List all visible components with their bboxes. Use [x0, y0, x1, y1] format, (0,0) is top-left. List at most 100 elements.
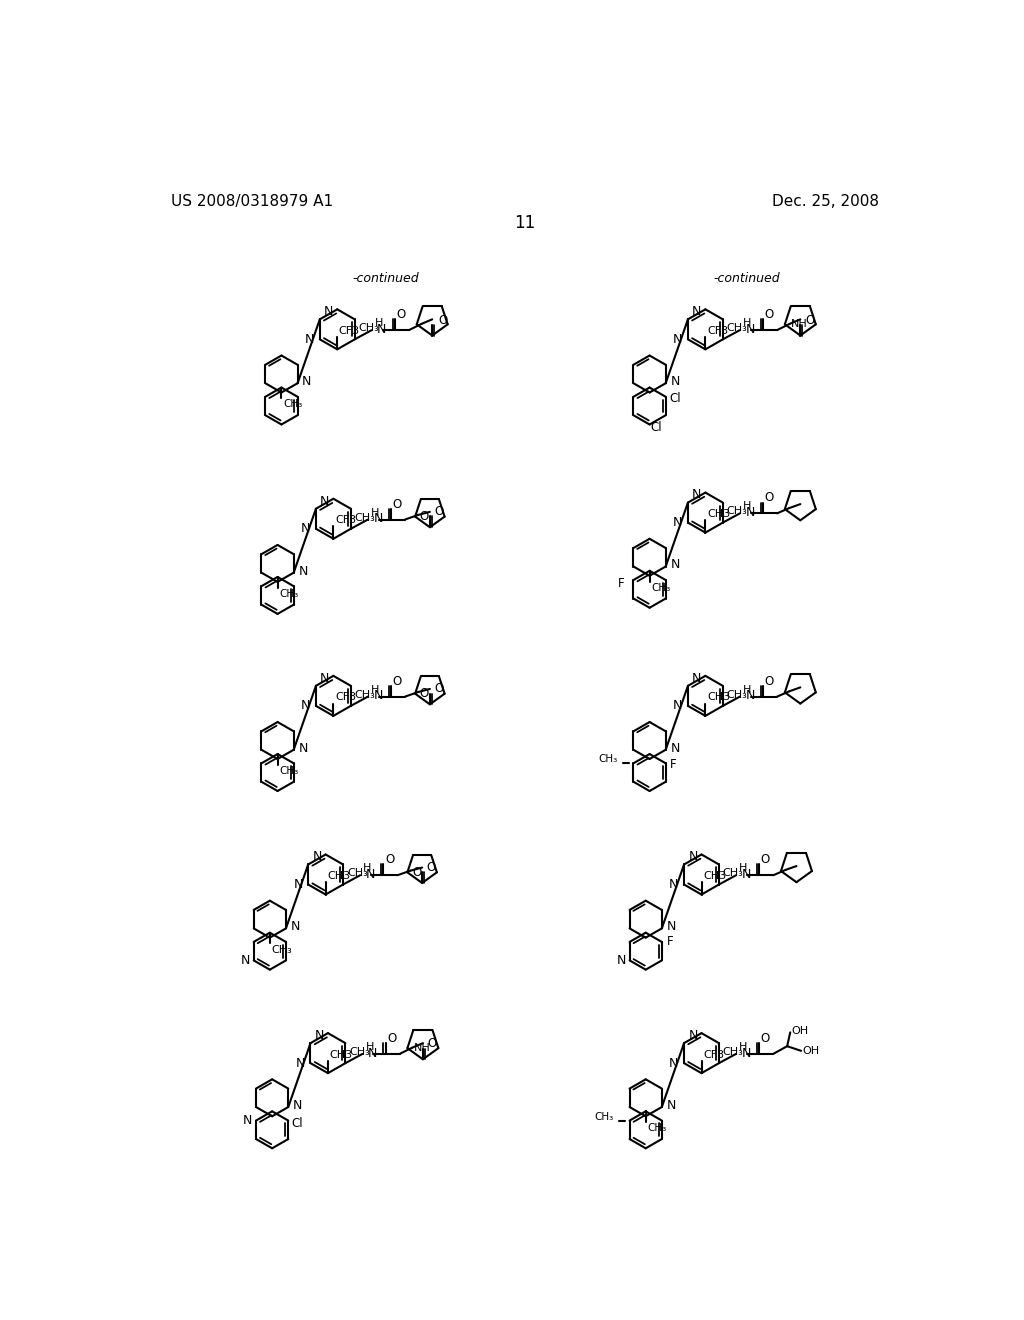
Text: N: N	[312, 850, 322, 863]
Text: CH₃: CH₃	[727, 689, 748, 700]
Text: N: N	[673, 333, 683, 346]
Text: O: O	[434, 506, 443, 519]
Text: CH₃: CH₃	[358, 323, 379, 333]
Text: N: N	[688, 850, 697, 863]
Text: F: F	[617, 577, 625, 590]
Text: O: O	[765, 491, 774, 504]
Text: N: N	[692, 672, 701, 685]
Text: CH₃: CH₃	[727, 507, 748, 516]
Text: N: N	[324, 305, 334, 318]
Text: CH3: CH3	[330, 1049, 352, 1060]
Text: N: N	[741, 869, 751, 880]
Text: H: H	[364, 863, 372, 874]
Text: N: N	[241, 954, 250, 968]
Text: N: N	[667, 1100, 676, 1111]
Text: O: O	[387, 1032, 396, 1045]
Text: CH₃: CH₃	[723, 1047, 743, 1057]
Text: O: O	[420, 688, 429, 700]
Text: N: N	[366, 869, 375, 880]
Text: H: H	[743, 318, 752, 329]
Text: CF3: CF3	[335, 515, 356, 525]
Text: O: O	[805, 314, 814, 326]
Text: F: F	[667, 936, 673, 949]
Text: CH₃: CH₃	[283, 400, 302, 409]
Text: N: N	[688, 1028, 697, 1041]
Text: O: O	[392, 498, 402, 511]
Text: H: H	[366, 1041, 374, 1052]
Text: N: N	[291, 920, 300, 933]
Text: F: F	[671, 758, 677, 771]
Text: N: N	[301, 700, 310, 713]
Text: CH₃: CH₃	[354, 689, 376, 700]
Text: OH: OH	[792, 1026, 809, 1036]
Text: O: O	[438, 314, 447, 326]
Text: O: O	[428, 1038, 437, 1051]
Text: CH₃: CH₃	[595, 1111, 614, 1122]
Text: N: N	[673, 700, 683, 713]
Text: CF3: CF3	[703, 1049, 724, 1060]
Text: N: N	[305, 333, 314, 346]
Text: NH: NH	[792, 319, 808, 329]
Text: N: N	[302, 375, 311, 388]
Text: O: O	[420, 510, 429, 523]
Text: N: N	[243, 1114, 252, 1127]
Text: N: N	[745, 323, 755, 335]
Text: -continued: -continued	[713, 272, 779, 285]
Text: O: O	[392, 675, 402, 688]
Text: N: N	[293, 878, 303, 891]
Text: O: O	[427, 861, 436, 874]
Text: H: H	[743, 685, 752, 694]
Text: O: O	[385, 853, 394, 866]
Text: N: N	[374, 512, 383, 525]
Text: O: O	[765, 308, 774, 321]
Text: H: H	[739, 1041, 748, 1052]
Text: CH₃: CH₃	[280, 589, 298, 599]
Text: N: N	[671, 375, 680, 388]
Text: N: N	[692, 488, 701, 502]
Text: N: N	[368, 1047, 377, 1060]
Text: CF3: CF3	[335, 693, 356, 702]
Text: N: N	[741, 1047, 751, 1060]
Text: O: O	[396, 308, 406, 321]
Text: CH₃: CH₃	[280, 766, 298, 776]
Text: O: O	[765, 675, 774, 688]
Text: N: N	[670, 1056, 679, 1069]
Text: N: N	[321, 672, 330, 685]
Text: CH₃: CH₃	[727, 323, 748, 333]
Text: N: N	[616, 954, 626, 968]
Text: N: N	[293, 1100, 302, 1111]
Text: Dec. 25, 2008: Dec. 25, 2008	[772, 194, 879, 209]
Text: CF3: CF3	[339, 326, 359, 335]
Text: CF3: CF3	[707, 326, 728, 335]
Text: CH3: CH3	[328, 871, 350, 880]
Text: OH: OH	[803, 1045, 820, 1056]
Text: O: O	[761, 1032, 770, 1045]
Text: CH₃: CH₃	[651, 582, 671, 593]
Text: N: N	[671, 742, 680, 755]
Text: N: N	[745, 506, 755, 519]
Text: N: N	[298, 565, 307, 578]
Text: N: N	[298, 742, 307, 755]
Text: H: H	[743, 502, 752, 511]
Text: H: H	[739, 863, 748, 874]
Text: CH3: CH3	[707, 693, 730, 702]
Text: N: N	[745, 689, 755, 702]
Text: CH₃: CH₃	[347, 869, 368, 878]
Text: US 2008/0318979 A1: US 2008/0318979 A1	[171, 194, 333, 209]
Text: N: N	[377, 323, 386, 335]
Text: CH3: CH3	[703, 871, 726, 880]
Text: CH3: CH3	[707, 510, 730, 519]
Text: N: N	[673, 516, 683, 529]
Text: CH₃: CH₃	[599, 755, 617, 764]
Text: CH₃: CH₃	[354, 512, 376, 523]
Text: N: N	[671, 558, 680, 572]
Text: NH: NH	[414, 1043, 430, 1053]
Text: N: N	[314, 1028, 324, 1041]
Text: CH₃: CH₃	[647, 1123, 667, 1134]
Text: O: O	[761, 853, 770, 866]
Text: N: N	[296, 1056, 305, 1069]
Text: N: N	[692, 305, 701, 318]
Text: 11: 11	[514, 214, 536, 232]
Text: Cl: Cl	[292, 1117, 303, 1130]
Text: N: N	[667, 920, 676, 933]
